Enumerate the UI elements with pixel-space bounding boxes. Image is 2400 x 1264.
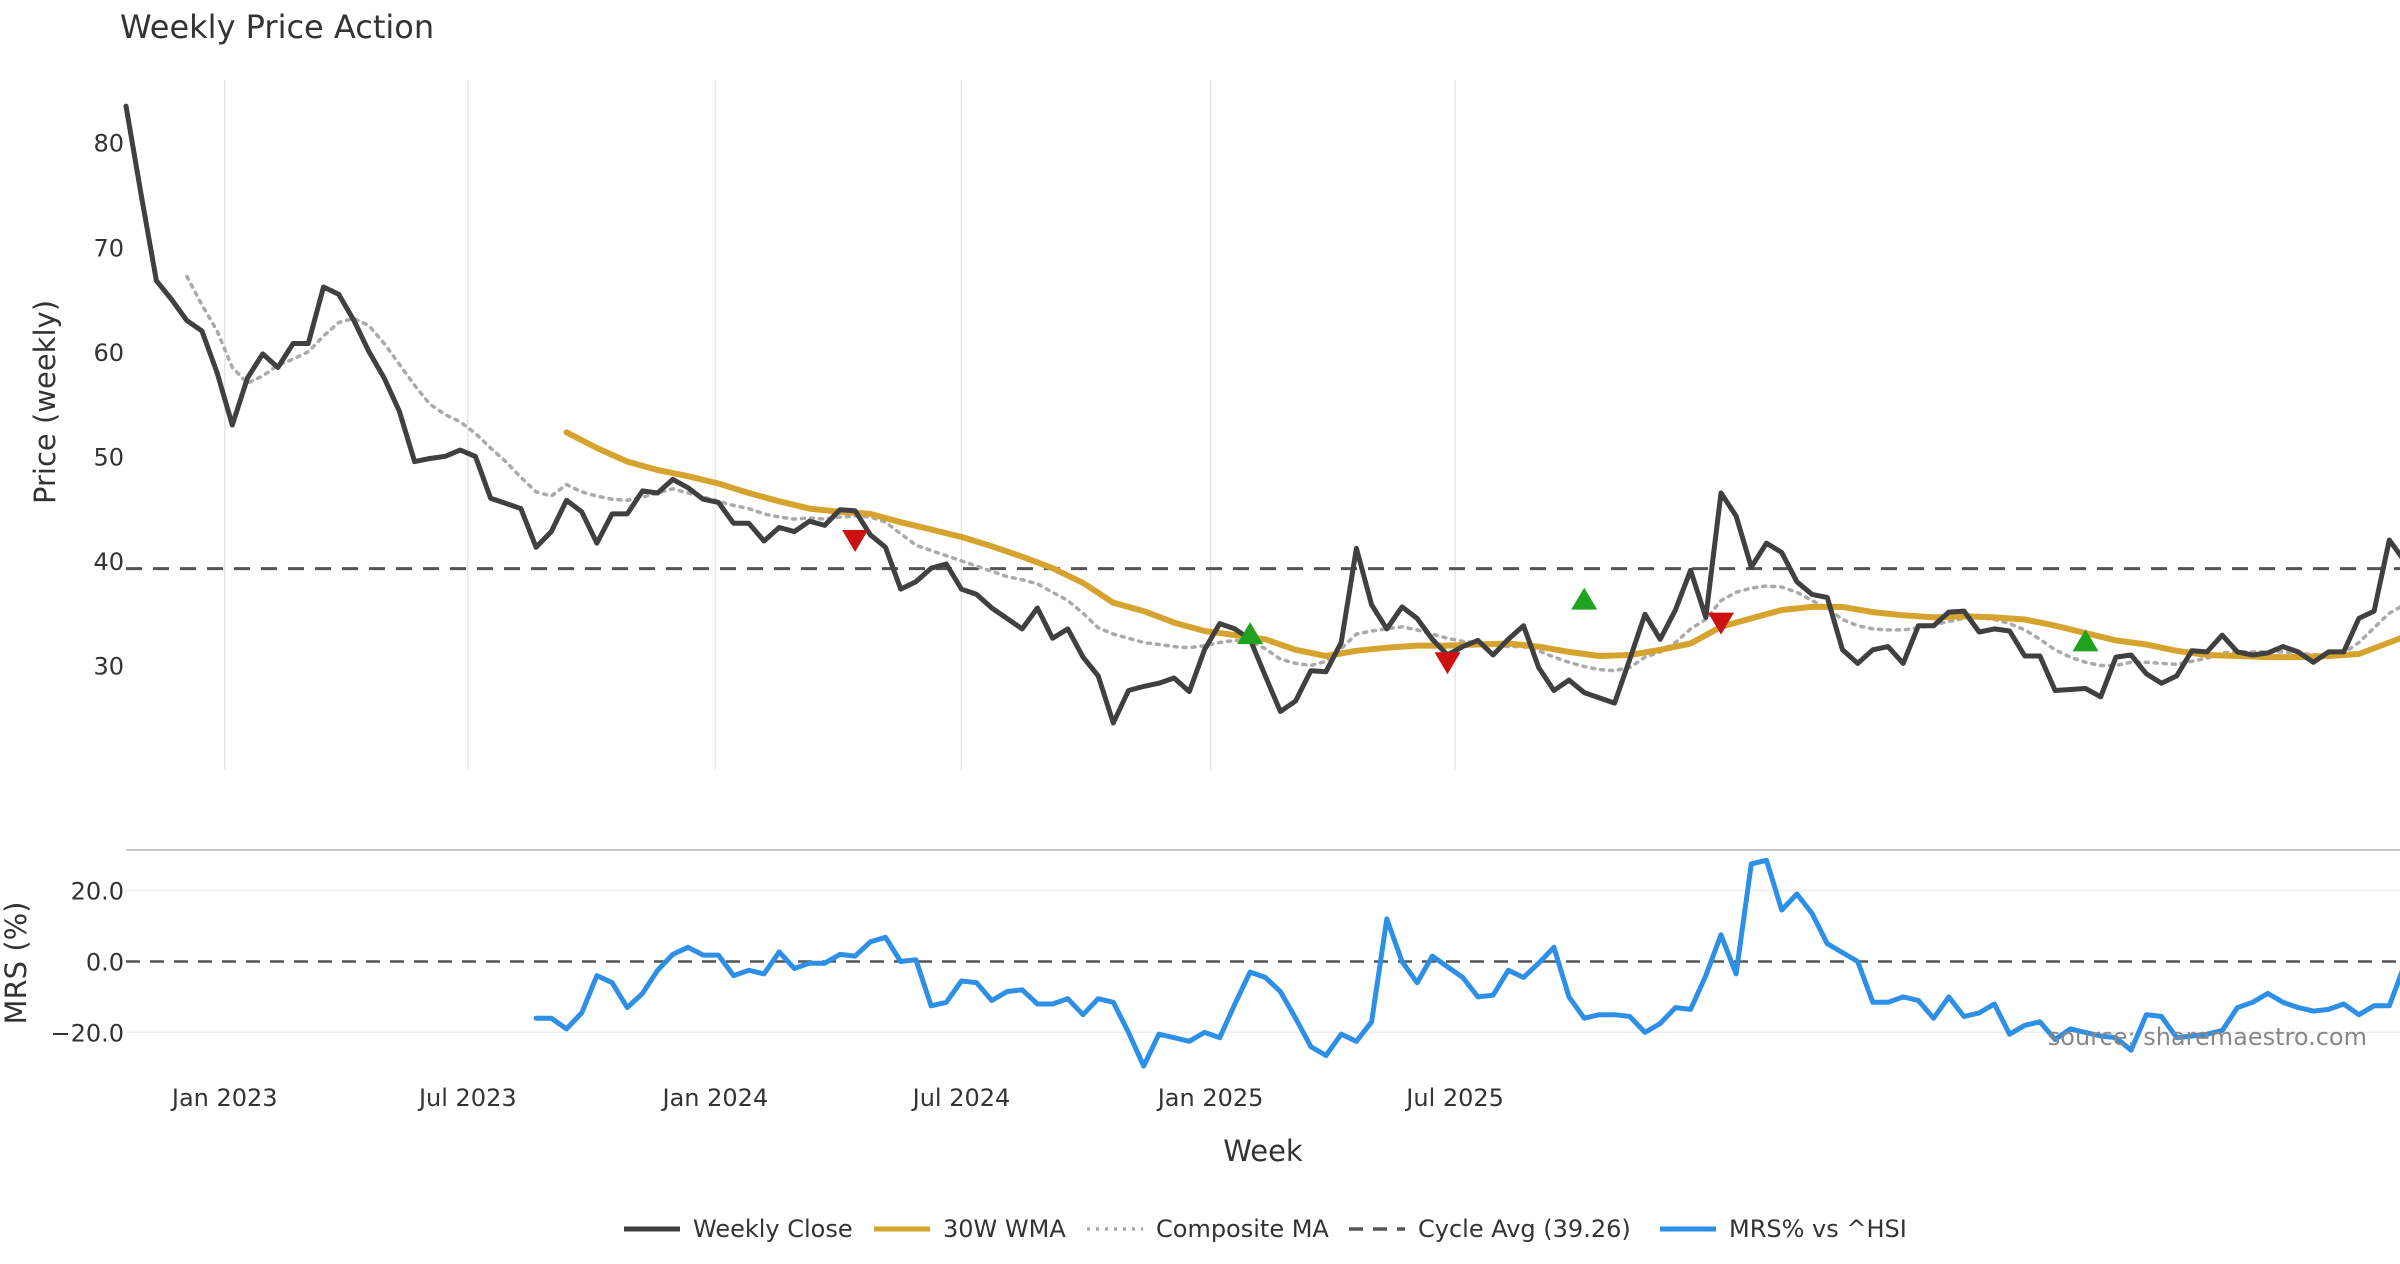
mrs-ytick-label: −20.0 bbox=[50, 1019, 124, 1047]
mrs-ytick-label: 0.0 bbox=[86, 948, 124, 976]
legend-label-close: Weekly Close bbox=[693, 1215, 853, 1243]
x-tick-label: Jul 2024 bbox=[911, 1084, 1011, 1112]
source-label: source: sharemaestro.com bbox=[2048, 1023, 2367, 1051]
chart-title: Weekly Price Action bbox=[120, 8, 434, 46]
x-tick-label: Jan 2023 bbox=[170, 1084, 278, 1112]
legend-label-wma: 30W WMA bbox=[943, 1215, 1066, 1243]
x-tick-label: Jan 2024 bbox=[661, 1084, 769, 1112]
legend-label-mrs: MRS% vs ^HSI bbox=[1729, 1215, 1907, 1243]
x-tick-label: Jan 2025 bbox=[1156, 1084, 1264, 1112]
price-ytick-label: 50 bbox=[93, 443, 124, 471]
price-ytick-label: 60 bbox=[93, 339, 124, 367]
price-ytick-label: 40 bbox=[93, 548, 124, 576]
legend-label-cycle: Cycle Avg (39.26) bbox=[1418, 1215, 1631, 1243]
x-axis-label: Week bbox=[1223, 1134, 1303, 1168]
price-ytick-label: 70 bbox=[93, 234, 124, 262]
legend-label-composite: Composite MA bbox=[1156, 1215, 1329, 1243]
mrs-y-axis-label: MRS (%) bbox=[0, 902, 33, 1025]
price-y-axis-label: Price (weekly) bbox=[28, 300, 62, 504]
price-ytick-label: 30 bbox=[93, 652, 124, 680]
mrs-ytick-label: 20.0 bbox=[71, 877, 124, 905]
x-tick-label: Jul 2025 bbox=[1404, 1084, 1504, 1112]
x-tick-label: Jul 2023 bbox=[417, 1084, 517, 1112]
price-ytick-label: 80 bbox=[93, 130, 124, 158]
